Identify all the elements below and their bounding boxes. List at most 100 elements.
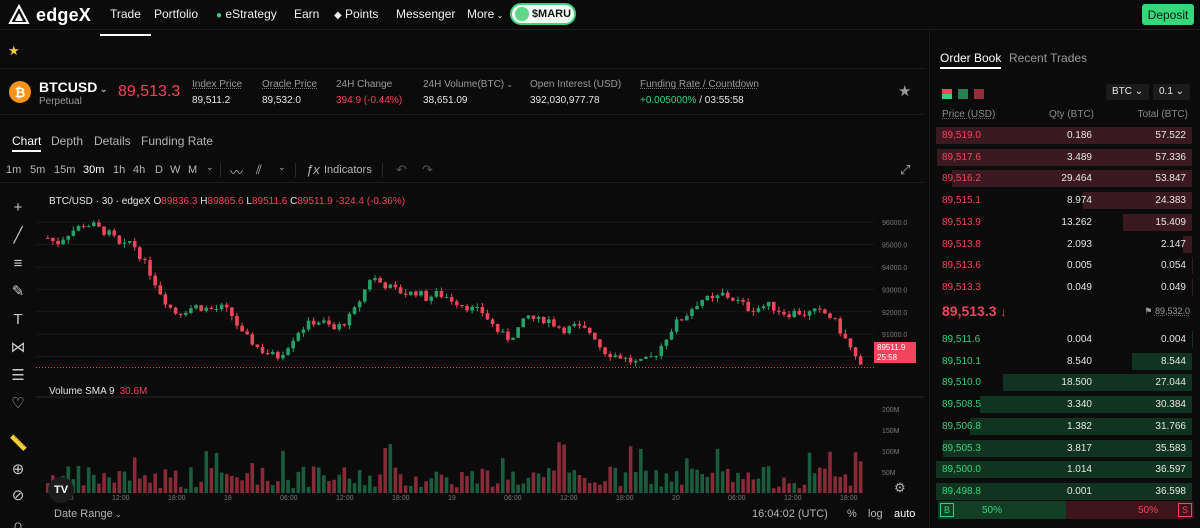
- chevron-down-icon[interactable]: ⌄: [206, 162, 214, 172]
- brand-logo[interactable]: edgeX: [8, 4, 91, 26]
- percent-toggle[interactable]: %: [847, 508, 857, 520]
- bid-row[interactable]: 89,500.0 1.014 36.597: [936, 460, 1192, 479]
- indicators-button[interactable]: Indicators: [324, 164, 372, 176]
- book-view-both-icon[interactable]: [942, 89, 952, 99]
- price-chart[interactable]: 96000.0 95000.0 94000.0 93000.0 92000.0 91000…: [36, 191, 924, 528]
- candle-body: [71, 230, 76, 236]
- mid-price: 89,513.3 ↓: [942, 303, 1006, 319]
- tab-funding-rate[interactable]: Funding Rate: [141, 134, 214, 148]
- candle-body: [679, 319, 684, 321]
- brush-icon[interactable]: ✎: [11, 283, 25, 300]
- text-icon[interactable]: T: [13, 311, 23, 328]
- star-icon[interactable]: ★: [8, 43, 20, 58]
- ask-row[interactable]: 89,516.2 29.464 53.847: [936, 169, 1192, 188]
- volume-bar: [731, 481, 735, 493]
- nav-messenger[interactable]: Messenger: [396, 7, 456, 21]
- bid-row[interactable]: 89,510.0 18.500 27.044: [936, 373, 1192, 392]
- legend-h-label: H: [200, 196, 208, 207]
- tab-recent-trades[interactable]: Recent Trades: [1009, 51, 1088, 65]
- bid-row[interactable]: 89,505.3 3.817 35.583: [936, 439, 1192, 457]
- chart-canvas[interactable]: 96000.0 95000.0 94000.0 93000.0 92000.0 91000…: [36, 191, 924, 502]
- magnet-icon[interactable]: ∩: [12, 517, 24, 528]
- fullscreen-icon[interactable]: ⤢: [900, 162, 911, 177]
- nav-portfolio[interactable]: Portfolio: [154, 7, 199, 21]
- deposit-button[interactable]: Deposit: [1142, 4, 1194, 25]
- timeframe-4h[interactable]: 4h: [133, 164, 146, 176]
- chevron-down-icon: ⌄: [494, 11, 504, 20]
- volume-bar: [557, 442, 561, 493]
- bid-row[interactable]: 89,498.8 0.001 36.598: [936, 482, 1192, 500]
- row-total: 8.544: [1160, 355, 1186, 367]
- tradingview-logo[interactable]: TV: [48, 477, 74, 503]
- stat-24h-volume[interactable]: 24H Volume(BTC) ⌄ 38,651.09: [423, 79, 513, 106]
- tab-order-book[interactable]: Order Book: [940, 51, 1002, 69]
- time-tick-label: 18:00: [840, 495, 858, 501]
- nav-points[interactable]: ◆ Points: [334, 7, 378, 21]
- stat-label[interactable]: Oracle Price: [262, 79, 318, 90]
- pattern-icon[interactable]: ⋈: [10, 339, 26, 356]
- horizontal-lines-icon[interactable]: ≡: [13, 255, 23, 272]
- candlestick-icon[interactable]: ⫽: [256, 162, 262, 177]
- utc-clock[interactable]: 16:04:02 (UTC): [752, 508, 828, 520]
- chevron-down-icon[interactable]: ⌄: [278, 162, 286, 172]
- trend-line-icon[interactable]: ╱: [13, 227, 23, 244]
- maru-promo-button[interactable]: $MARU: [510, 3, 576, 25]
- bid-row[interactable]: 89,511.6 0.004 0.004: [936, 330, 1192, 348]
- timeframe-m[interactable]: M: [188, 164, 198, 176]
- bid-row[interactable]: 89,510.1 8.540 8.544: [936, 352, 1192, 370]
- tab-chart[interactable]: Chart: [12, 134, 42, 152]
- timeframe-w[interactable]: W: [170, 164, 181, 176]
- lock-icon[interactable]: ⊘: [11, 487, 25, 504]
- unit-selector[interactable]: BTC ⌄: [1106, 84, 1150, 100]
- candle-body: [853, 347, 858, 357]
- stat-value: 89,511.2: [192, 95, 231, 106]
- row-price: 89,519.0: [942, 130, 981, 141]
- symbol-selector[interactable]: BTCUSD ⌄: [39, 79, 107, 95]
- measure-list-icon[interactable]: ☰: [11, 367, 25, 384]
- tab-details[interactable]: Details: [94, 134, 131, 148]
- bid-row[interactable]: 89,506.8 1.382 31.766: [936, 417, 1192, 435]
- favorite-star-icon[interactable]: ★: [898, 83, 912, 100]
- stat-label[interactable]: Funding Rate / Countdown: [640, 79, 759, 90]
- timeframe-5m[interactable]: 5m: [30, 164, 46, 176]
- zoom-in-icon[interactable]: ⊕: [11, 461, 25, 478]
- redo-icon[interactable]: ↷: [422, 162, 433, 177]
- line-chart-icon[interactable]: 〰: [230, 165, 244, 180]
- crosshair-icon[interactable]: +: [13, 199, 23, 216]
- chart-settings-icon[interactable]: ⚙: [894, 480, 906, 495]
- timeframe-15m[interactable]: 15m: [54, 164, 76, 176]
- timeframe-1h[interactable]: 1h: [113, 164, 126, 176]
- volume-bar: [209, 468, 214, 493]
- timeframe-d[interactable]: D: [155, 164, 163, 176]
- auto-toggle[interactable]: auto: [894, 508, 916, 520]
- nav-estrategy[interactable]: ● eStrategy: [216, 7, 277, 21]
- step-selector[interactable]: 0.1 ⌄: [1153, 84, 1191, 100]
- date-range-button[interactable]: Date Range ⌄: [54, 508, 122, 520]
- volume-bar: [465, 476, 469, 493]
- timeframe-1m[interactable]: 1m: [6, 164, 22, 176]
- nav-more[interactable]: More ⌄: [467, 7, 503, 21]
- ask-row[interactable]: 89,513.6 0.005 0.054: [936, 256, 1192, 275]
- ask-row[interactable]: 89,513.3 0.049 0.049: [936, 278, 1192, 296]
- log-toggle[interactable]: log: [868, 508, 883, 520]
- bid-row[interactable]: 89,508.5 3.340 30.384: [936, 395, 1192, 414]
- book-view-bids-icon[interactable]: [958, 89, 968, 99]
- nav-earn[interactable]: Earn: [294, 7, 320, 21]
- ruler-icon[interactable]: 📏: [9, 435, 28, 452]
- ask-row[interactable]: 89,513.9 13.262 15.409: [936, 213, 1192, 231]
- nav-trade[interactable]: Trade: [100, 7, 151, 36]
- ask-row[interactable]: 89,515.1 8.974 24.383: [936, 191, 1192, 210]
- toolbar-divider: [382, 163, 383, 177]
- timeframe-30m[interactable]: 30m: [83, 164, 105, 176]
- stat-label[interactable]: Index Price: [192, 79, 243, 90]
- ask-row[interactable]: 89,517.6 3.489 57.336: [936, 148, 1192, 166]
- volume-bar: [475, 483, 480, 493]
- function-icon[interactable]: ƒx: [306, 162, 320, 177]
- tab-depth[interactable]: Depth: [51, 134, 84, 148]
- ask-row[interactable]: 89,519.0 0.186 57.522: [936, 126, 1192, 144]
- undo-icon[interactable]: ↶: [396, 162, 407, 177]
- candle-body: [398, 287, 403, 294]
- heart-icon[interactable]: ♡: [11, 395, 25, 412]
- book-view-asks-icon[interactable]: [974, 89, 984, 99]
- ask-row[interactable]: 89,513.8 2.093 2.147: [936, 235, 1192, 253]
